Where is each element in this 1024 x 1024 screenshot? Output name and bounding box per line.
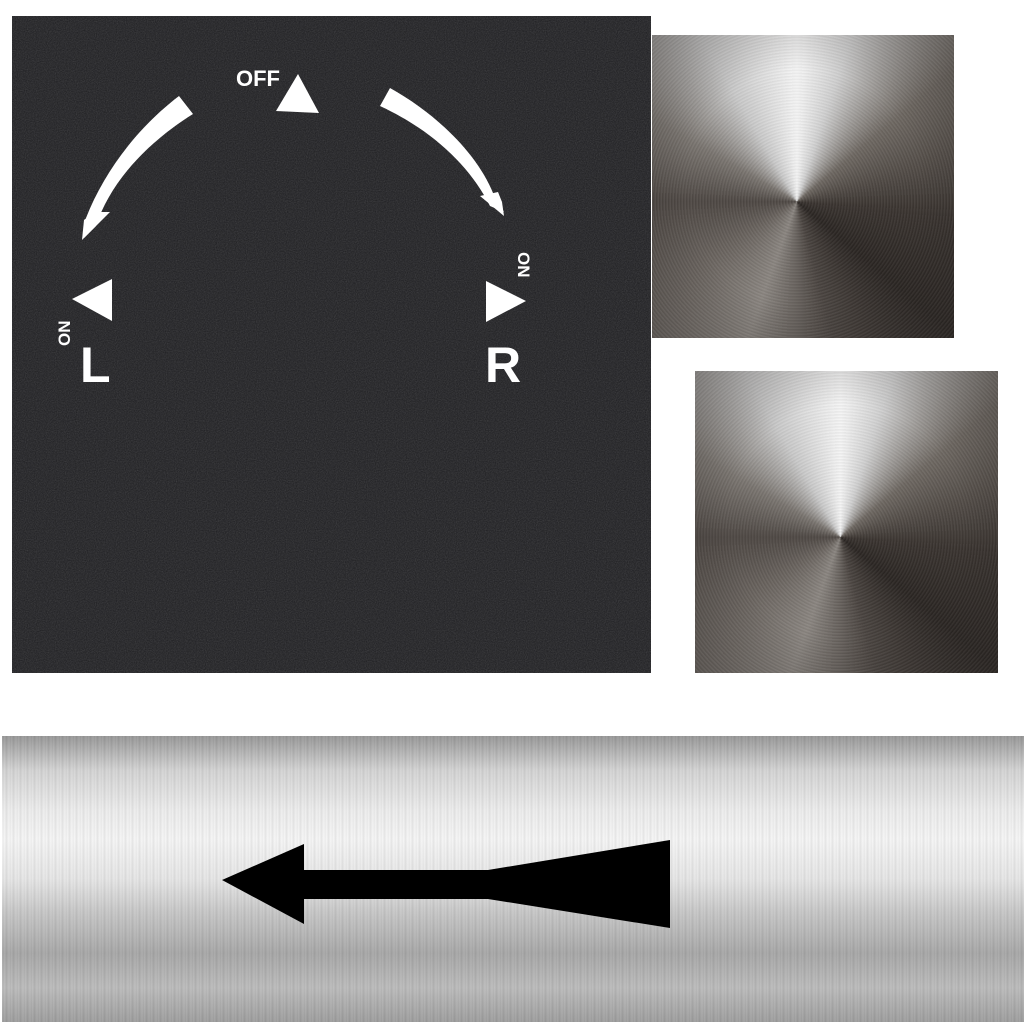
right-letter: R [485,337,521,393]
left-on-label: ON [55,321,74,347]
curved-arrow-icon [380,88,504,212]
triangle-left-icon [72,279,112,321]
right-arrowhead-icon [480,192,504,216]
off-label: OFF [236,66,280,91]
spun-metal-texture-bottom [695,371,998,673]
curved-arrow-icon [84,96,193,238]
dial-markings: OFF ON L ON R [12,16,651,673]
triangle-right-icon [486,281,526,322]
triangle-up-icon [276,74,319,113]
arrow-left-icon [222,840,670,928]
left-letter: L [80,337,111,393]
selector-dial-plate: OFF ON L ON R [12,16,651,673]
left-arrowhead-icon [82,212,110,240]
plate-grain [12,16,651,673]
spun-metal-texture-top [652,35,954,338]
strip-arrow [222,840,670,928]
right-on-label: ON [514,252,533,278]
brushed-metal-strip [2,736,1024,1022]
